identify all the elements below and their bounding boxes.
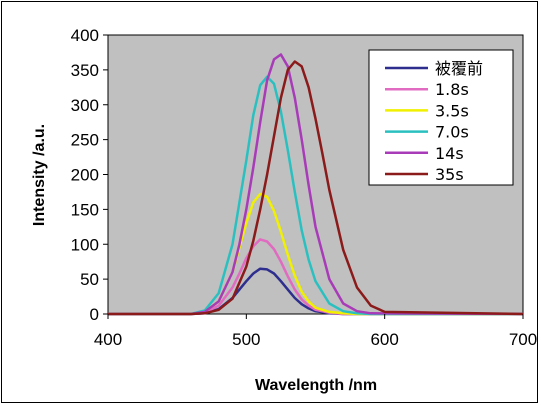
y-tick-label-5: 250 [71,131,99,150]
legend-box [368,49,514,186]
y-tick-label-7: 350 [71,61,99,80]
y-tick-label-6: 300 [71,96,99,115]
y-tick-label-1: 50 [80,270,99,289]
x-axis-label: Wavelength /nm [255,377,377,394]
y-tick-label-0: 0 [90,305,99,324]
y-tick-label-3: 150 [71,200,99,219]
legend-label-4: 14s [435,144,464,163]
legend-label-2: 3.5s [435,101,469,120]
series-line-5 [108,60,524,316]
y-tick-label-4: 200 [71,166,99,185]
x-tick-label-3: 700 [509,330,537,349]
legend-label-0: 被覆前 [435,59,483,78]
legend: 被覆前 1.8s 3.5s 7.0s 14s 35s [368,49,514,186]
x-tick-label-1: 500 [232,330,260,349]
legend-label-1: 1.8s [435,80,469,99]
x-tick-label-2: 600 [370,330,398,349]
legend-label-3: 7.0s [435,123,469,142]
x-tick-label-0: 400 [94,330,122,349]
y-tick-label-8: 400 [71,26,99,45]
y-tick-label-2: 100 [71,235,99,254]
y-axis-label: Intensity /a.u. [31,124,48,226]
series-layer [108,53,524,316]
axes-layer: 0 50 100 150 200 250 300 350 400 400 500 600 700 [71,26,538,349]
legend-label-5: 35s [435,165,464,184]
